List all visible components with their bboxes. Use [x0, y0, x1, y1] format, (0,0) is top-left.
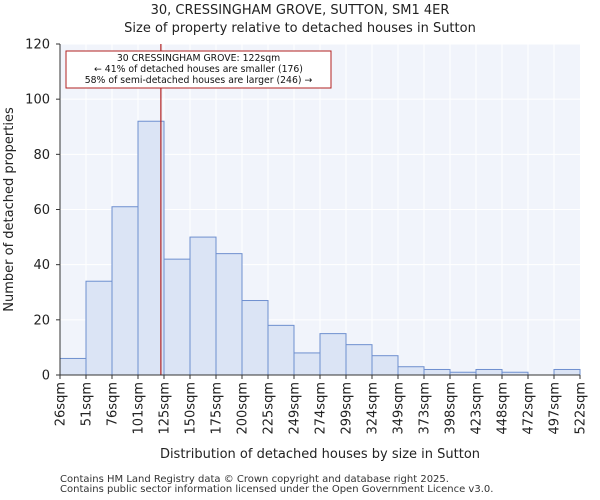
x-tick-label: 225sqm	[262, 382, 277, 435]
bar-249sqm	[293, 352, 321, 376]
annotation-line: ← 41% of detached houses are smaller (17…	[94, 64, 303, 75]
bar-349sqm	[397, 366, 425, 376]
x-tick-label: 522sqm	[574, 382, 589, 435]
x-tick-label: 200sqm	[236, 382, 251, 435]
chart-title: 30, CRESSINGHAM GROVE, SUTTON, SM1 4ER	[150, 3, 450, 18]
attribution-line-2: Contains public sector information licen…	[60, 484, 494, 495]
bar-324sqm	[371, 355, 399, 376]
bar-101sqm	[137, 120, 165, 376]
x-axis-label: Distribution of detached houses by size …	[160, 447, 480, 462]
annotation-line: 30 CRESSINGHAM GROVE: 122sqm	[117, 53, 280, 64]
x-tick-label: 423sqm	[470, 382, 485, 435]
x-tick-label: 150sqm	[184, 382, 199, 435]
bar-225sqm	[267, 324, 295, 376]
x-tick-label: 76sqm	[106, 382, 121, 426]
bar-125sqm	[163, 258, 191, 376]
x-tick-label: 125sqm	[158, 382, 173, 435]
annotation-line: 58% of semi-detached houses are larger (…	[85, 75, 313, 86]
y-tick-label: 80	[33, 148, 50, 163]
x-tick-label: 274sqm	[314, 382, 329, 435]
bar-150sqm	[189, 236, 217, 376]
y-tick-label: 20	[33, 313, 50, 328]
annotation-frame	[65, 50, 332, 89]
attribution-line-1: Contains HM Land Registry data © Crown c…	[60, 474, 449, 485]
x-tick-label: 101sqm	[132, 382, 147, 435]
x-tick-label: 472sqm	[522, 382, 537, 435]
x-tick-label: 26sqm	[54, 382, 69, 426]
bar-76sqm	[111, 206, 139, 376]
y-tick-label: 120	[25, 38, 50, 53]
bar-497sqm	[553, 368, 581, 376]
x-axis-ticks: 26sqm 51sqm 76sqm 101sqm 125sqm 150sqm 175sqm 2…	[54, 375, 589, 435]
x-tick-label: 398sqm	[444, 382, 459, 435]
y-tick-label: 40	[33, 258, 50, 273]
x-tick-label: 324sqm	[366, 382, 381, 435]
bar-26sqm	[59, 357, 87, 376]
bar-175sqm	[215, 253, 243, 376]
x-tick-label: 448sqm	[496, 382, 511, 435]
bar-423sqm	[475, 368, 503, 376]
bar-274sqm	[319, 333, 347, 376]
annotation-box: 30 CRESSINGHAM GROVE: 122sqm← 41% of det…	[65, 50, 332, 89]
x-tick-label: 373sqm	[418, 382, 433, 435]
bar-51sqm	[85, 280, 113, 376]
y-tick-label: 60	[33, 203, 50, 218]
y-tick-label: 0	[42, 369, 50, 384]
chart-subtitle: Size of property relative to detached ho…	[124, 21, 476, 36]
x-tick-label: 349sqm	[392, 382, 407, 435]
x-tick-label: 51sqm	[80, 382, 95, 426]
x-tick-label: 497sqm	[548, 382, 563, 435]
x-tick-label: 249sqm	[288, 382, 303, 435]
bar-200sqm	[241, 300, 269, 376]
y-tick-label: 100	[25, 93, 50, 108]
bar-373sqm	[423, 368, 451, 376]
y-axis-label: Number of detached properties	[2, 107, 17, 312]
bar-299sqm	[345, 344, 373, 376]
y-axis-ticks: 0 20 40 60 80 100 120	[25, 38, 60, 384]
x-tick-label: 175sqm	[210, 382, 225, 435]
x-tick-label: 299sqm	[340, 382, 355, 435]
